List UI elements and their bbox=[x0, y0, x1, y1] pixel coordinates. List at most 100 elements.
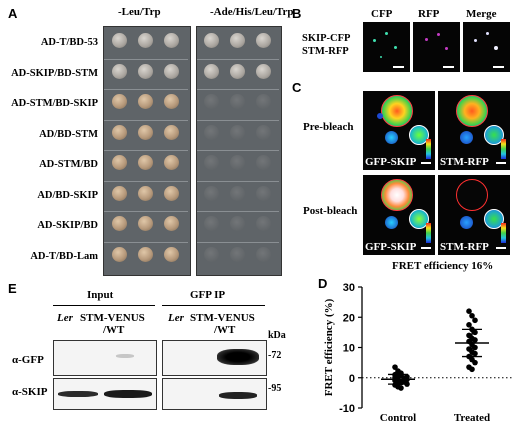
panel-a-row-label: AD-STM/BD bbox=[39, 159, 98, 170]
yeast-colony bbox=[256, 216, 271, 231]
yeast-colony bbox=[164, 246, 179, 262]
kda-label: kDa bbox=[268, 330, 286, 341]
group-input: Input bbox=[87, 289, 114, 301]
panel-a-header-1: -Leu/Trp bbox=[118, 6, 161, 18]
lane-stm-input: STM-VENUS bbox=[80, 312, 145, 324]
yeast-colony bbox=[164, 185, 179, 201]
plate-row-divider bbox=[104, 150, 188, 151]
y-axis-label: FRET efficiency (%) bbox=[323, 298, 335, 396]
yeast-colony bbox=[112, 185, 127, 201]
yeast-colony bbox=[164, 94, 179, 109]
yeast-colony bbox=[204, 63, 219, 79]
post-gfp-image: GFP-SKIP bbox=[363, 175, 435, 255]
yeast-colony bbox=[256, 124, 271, 140]
panel-e-letter: E bbox=[8, 281, 17, 296]
plate-row-divider bbox=[197, 119, 279, 121]
panel-a-row-label: AD/BD-STM bbox=[39, 128, 98, 140]
panel-c-row-pre: Pre-bleach bbox=[303, 121, 354, 133]
x-category-label: Control bbox=[380, 412, 416, 424]
yeast-colony bbox=[204, 246, 219, 262]
group-gfp-ip: GFP IP bbox=[190, 289, 226, 301]
y-tick-label: 30 bbox=[343, 282, 355, 294]
cfp-image bbox=[363, 22, 410, 72]
marker-72: -72 bbox=[268, 350, 282, 361]
panel-b-letter: B bbox=[292, 6, 302, 21]
yeast-colony bbox=[256, 246, 271, 262]
yeast-colony bbox=[204, 33, 219, 48]
lane-ler-input: Ler bbox=[57, 312, 73, 324]
yeast-colony bbox=[112, 33, 127, 48]
post-rfp-image: STM-RFP bbox=[438, 175, 510, 255]
data-point bbox=[472, 350, 478, 357]
yeast-colony bbox=[204, 124, 219, 140]
yeast-colony bbox=[138, 94, 153, 109]
plate-row-divider bbox=[197, 180, 279, 182]
pre-rfp-image: STM-RFP bbox=[438, 91, 510, 170]
pre-rfp-label: STM-RFP bbox=[440, 156, 489, 168]
pre-gfp-image: GFP-SKIP bbox=[363, 91, 435, 170]
lane-ler-ip: Ler bbox=[168, 312, 184, 324]
data-point bbox=[466, 322, 472, 328]
panel-a-header-2: -Ade/His/Leu/Trp bbox=[210, 6, 294, 18]
yeast-colony bbox=[204, 155, 219, 170]
marker-95: -95 bbox=[268, 383, 282, 394]
blot-input-gfp bbox=[53, 340, 157, 376]
fret-caption: FRET efficiency 16% bbox=[392, 260, 494, 272]
yeast-colony bbox=[256, 185, 271, 201]
data-point bbox=[472, 359, 478, 366]
yeast-colony bbox=[112, 94, 127, 109]
yeast-colony bbox=[230, 216, 245, 231]
yeast-colony bbox=[112, 63, 127, 79]
plate-row-divider bbox=[104, 119, 188, 121]
plate-row-divider bbox=[104, 241, 188, 243]
lane-wt-input: /WT bbox=[103, 324, 125, 336]
yeast-colony bbox=[230, 155, 245, 170]
yeast-colony bbox=[230, 185, 245, 201]
plate-row-divider bbox=[197, 241, 279, 243]
yeast-colony bbox=[230, 124, 245, 140]
yeast-colony bbox=[112, 216, 127, 231]
plate-row-divider bbox=[104, 180, 188, 182]
panel-c-row-post: Post-bleach bbox=[303, 205, 358, 217]
panel-d-letter: D bbox=[318, 276, 328, 291]
y-tick-label: 0 bbox=[349, 373, 355, 385]
y-tick-label: 20 bbox=[343, 312, 355, 324]
yeast-colony bbox=[204, 94, 219, 109]
data-point bbox=[472, 337, 478, 343]
post-gfp-label: GFP-SKIP bbox=[365, 241, 417, 253]
yeast-colony bbox=[204, 185, 219, 201]
data-point bbox=[472, 317, 478, 324]
data-point bbox=[392, 364, 398, 370]
lane-wt-ip: /WT bbox=[214, 324, 236, 336]
yeast-colony bbox=[164, 155, 179, 170]
panel-a-row-label: AD-SKIP/BD-STM bbox=[11, 67, 98, 79]
yeast-colony bbox=[138, 155, 153, 170]
yeast-colony bbox=[256, 33, 271, 48]
y-tick-label: -10 bbox=[339, 403, 355, 415]
data-point bbox=[472, 329, 478, 336]
blot-ip-skip bbox=[162, 378, 267, 410]
yeast-colony bbox=[164, 63, 179, 79]
yeast-colony bbox=[138, 124, 153, 140]
panel-b-cfp: CFP bbox=[371, 8, 393, 20]
yeast-colony bbox=[256, 155, 271, 170]
panel-a-letter: A bbox=[8, 6, 18, 21]
plate-row-divider bbox=[197, 58, 279, 60]
data-point bbox=[469, 366, 475, 373]
yeast-colony bbox=[256, 63, 271, 79]
y-tick-label: 10 bbox=[343, 343, 355, 355]
pre-gfp-label: GFP-SKIP bbox=[365, 156, 417, 168]
plate-row-divider bbox=[197, 211, 279, 212]
yeast-colony bbox=[164, 216, 179, 231]
panel-c-letter: C bbox=[292, 80, 302, 95]
yeast-colony bbox=[138, 246, 153, 262]
yeast-colony bbox=[230, 94, 245, 109]
yeast-colony bbox=[112, 124, 127, 140]
panel-a-row-label: AD-SKIP/BD bbox=[37, 220, 98, 231]
yeast-colony bbox=[138, 63, 153, 79]
plate-row-divider bbox=[104, 58, 188, 60]
panel-b-rfp: RFP bbox=[418, 8, 440, 20]
panel-a-row-label: AD/BD-SKIP bbox=[37, 189, 98, 201]
yeast-colony bbox=[164, 124, 179, 140]
lane-stm-ip: STM-VENUS bbox=[190, 312, 255, 324]
